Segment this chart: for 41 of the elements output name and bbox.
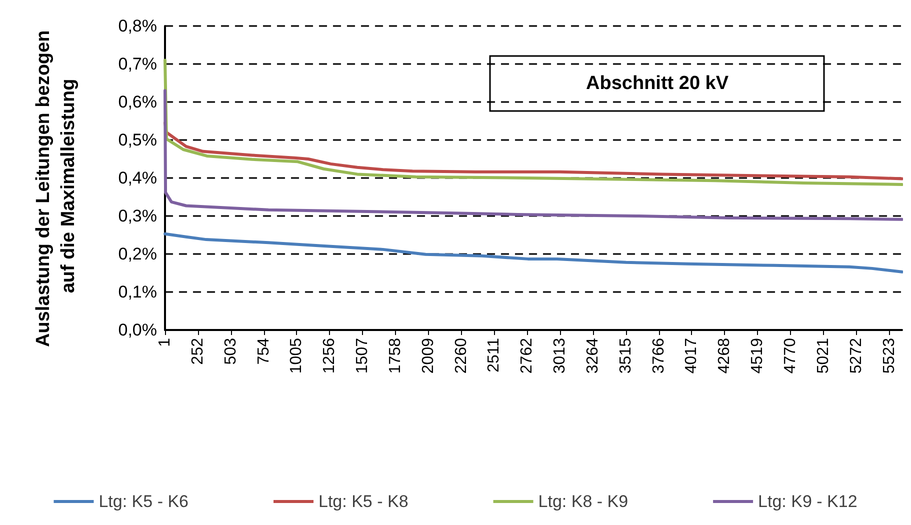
legend-label: Ltg: K5 - K8 bbox=[318, 492, 408, 511]
legend-label: Ltg: K8 - K9 bbox=[538, 492, 628, 511]
y-tick-label: 0,5% bbox=[118, 130, 157, 150]
x-tick-label: 1507 bbox=[354, 338, 372, 374]
x-tick-label: 5523 bbox=[880, 338, 898, 374]
y-tick-label: 0,0% bbox=[118, 320, 157, 340]
x-tick-label: 1 bbox=[156, 338, 174, 347]
x-tick-label: 1005 bbox=[288, 338, 306, 374]
text: Abschnitt 20 kV bbox=[586, 73, 729, 94]
x-tick-label: 1256 bbox=[321, 338, 338, 374]
legend-label: Ltg: K9 - K12 bbox=[758, 492, 858, 511]
y-tick-label: 0,3% bbox=[118, 206, 157, 226]
x-tick-label: 2511 bbox=[486, 338, 503, 372]
x-tick-label: 503 bbox=[222, 338, 240, 365]
y-tick-label: 0,4% bbox=[118, 168, 157, 188]
x-tick-label: 2260 bbox=[452, 338, 470, 374]
y-tick-label: 0,1% bbox=[118, 282, 157, 302]
x-tick-label: 2009 bbox=[420, 338, 437, 374]
x-tick-label: 3766 bbox=[650, 338, 668, 374]
line-series bbox=[164, 58, 903, 186]
x-tick-label: 4017 bbox=[683, 338, 700, 374]
x-tick-label: 3013 bbox=[552, 338, 569, 374]
y-tick-label: 0,8% bbox=[118, 16, 157, 36]
y-axis-title: Auslastung der Leitungen bezogen auf die Maximalleistung bbox=[33, 25, 79, 347]
x-tick-label: 5272 bbox=[848, 338, 865, 374]
x-tick-label: 2762 bbox=[518, 338, 536, 374]
legend-label: Ltg: K5 - K6 bbox=[98, 492, 189, 511]
y-tick-label: 0,2% bbox=[118, 244, 157, 264]
x-tick-label: 3264 bbox=[584, 338, 602, 374]
line-series bbox=[164, 232, 903, 274]
y-tick-label: 0,6% bbox=[118, 92, 157, 112]
x-tick-label: 754 bbox=[255, 338, 272, 365]
x-tick-label: 4519 bbox=[749, 338, 766, 374]
x-tick-label: 3515 bbox=[617, 338, 634, 374]
line-series bbox=[164, 89, 903, 221]
x-tick-label: 252 bbox=[189, 338, 206, 365]
y-tick-label: 0,7% bbox=[118, 54, 157, 74]
x-tick-label: 1758 bbox=[386, 338, 404, 374]
x-tick-label: 5021 bbox=[814, 338, 832, 374]
x-tick-label: 4770 bbox=[782, 338, 800, 374]
x-tick-label: 4268 bbox=[716, 338, 734, 374]
